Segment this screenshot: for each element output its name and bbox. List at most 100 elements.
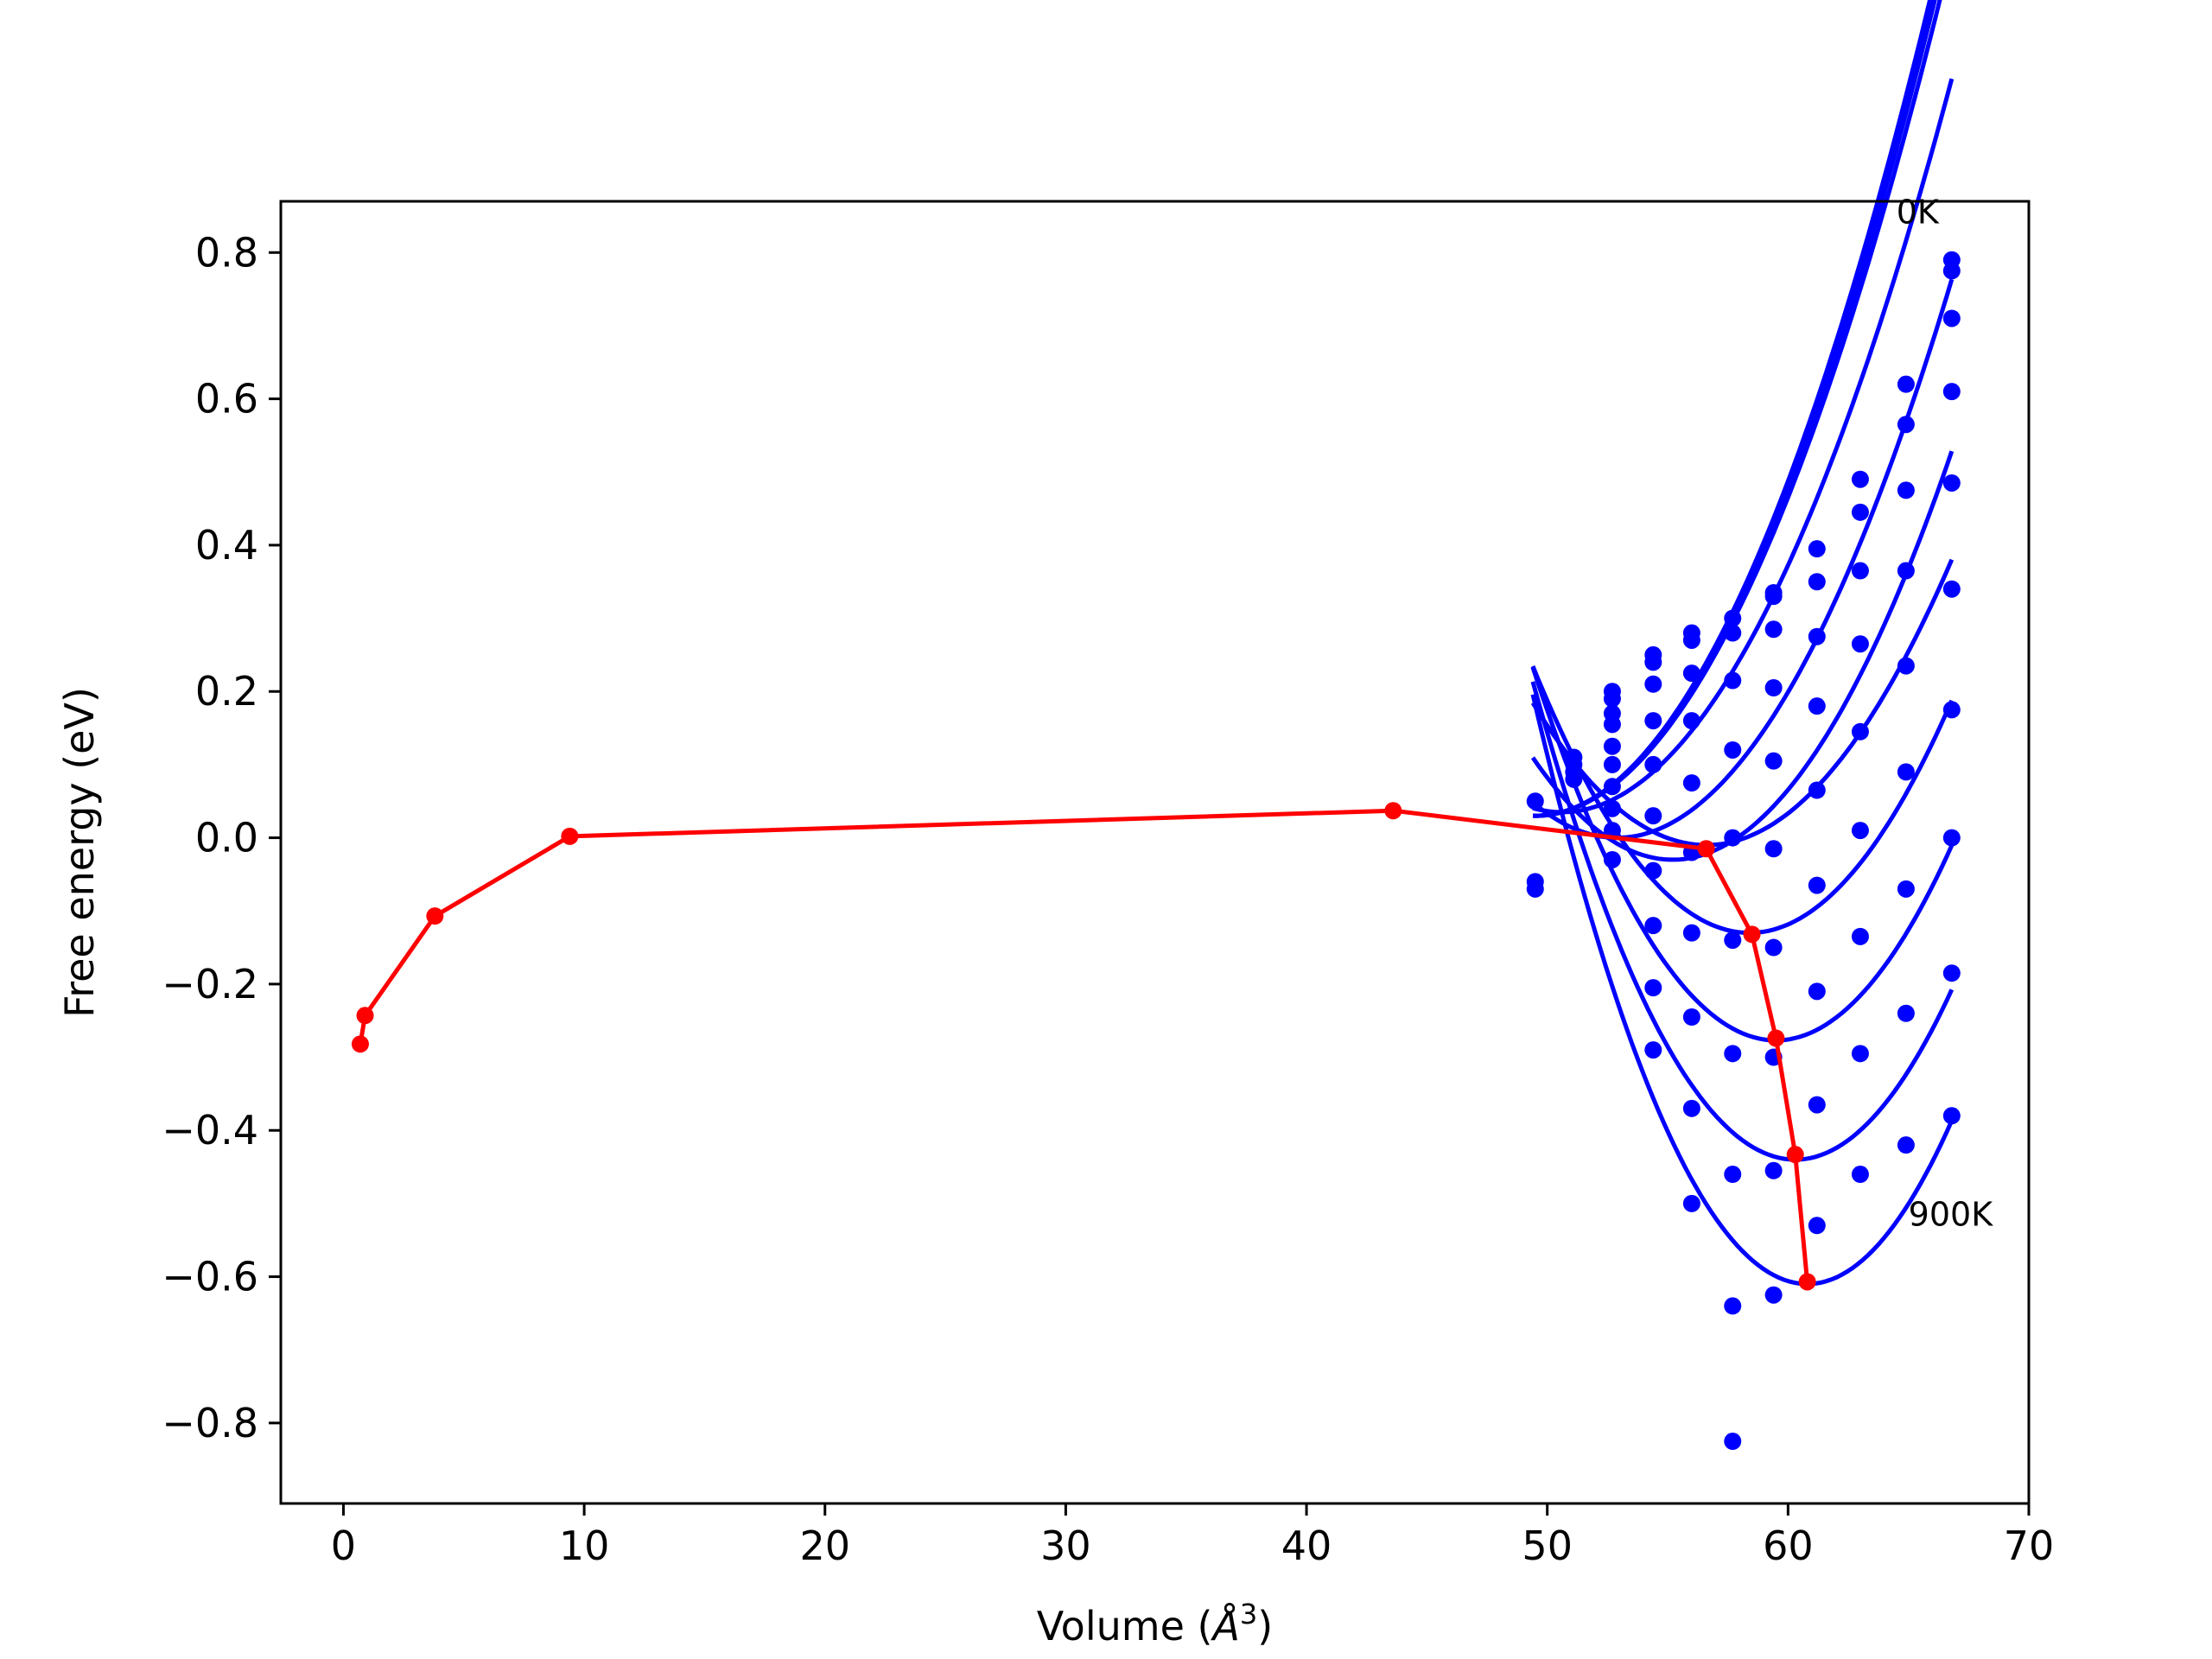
x-tick-label-2: 20 <box>799 1522 850 1569</box>
scatter-point-71 <box>1851 822 1869 840</box>
x-axis-title-exponent: 3 <box>1240 1598 1257 1630</box>
scatter-point-92 <box>1942 964 1961 982</box>
minimum-point-0 <box>351 1035 369 1053</box>
scatter-point-74 <box>1851 1166 1869 1184</box>
scatter-point-89 <box>1942 580 1961 598</box>
scatter-point-58 <box>1808 573 1826 591</box>
x-axis-title-close: ) <box>1257 1603 1273 1649</box>
minimum-path-group <box>351 802 1816 1291</box>
scatter-point-6 <box>1565 770 1583 788</box>
scatter-point-67 <box>1851 503 1869 521</box>
scatter-point-55 <box>1764 1161 1783 1179</box>
annotations-group: 0K 900K <box>1897 193 1993 1233</box>
x-tick-label-7: 70 <box>2004 1522 2055 1569</box>
scatter-point-10 <box>1603 715 1621 734</box>
minimum-point-1 <box>356 1007 374 1025</box>
y-tick-label-1: −0.6 <box>162 1254 258 1300</box>
scatter-point-79 <box>1897 657 1915 675</box>
scatter-point-26 <box>1644 1041 1662 1059</box>
scatter-point-63 <box>1808 982 1826 1001</box>
scatter-point-60 <box>1808 697 1826 715</box>
x-tick-label-5: 50 <box>1522 1522 1573 1569</box>
scatter-point-21 <box>1644 755 1662 773</box>
y-axis-title: Free energy (eV) <box>56 687 103 1018</box>
scatter-point-42 <box>1724 931 1742 950</box>
scatter-point-36 <box>1682 1194 1700 1212</box>
scatter-point-65 <box>1808 1217 1826 1235</box>
minimum-point-2 <box>426 907 444 925</box>
y-tick-label-7: 0.6 <box>195 376 258 423</box>
scatter-point-76 <box>1897 416 1915 434</box>
scatter-point-70 <box>1851 722 1869 741</box>
scatter-point-25 <box>1644 979 1662 997</box>
x-tick-label-1: 10 <box>559 1522 610 1569</box>
x-axis-title-text: Volume ( <box>1037 1603 1213 1649</box>
fit-curve-4 <box>1532 78 1955 815</box>
fit-curve-11 <box>1530 694 1955 1287</box>
scatter-points-group <box>1526 251 1961 1451</box>
minimum-point-4 <box>1384 802 1402 820</box>
scatter-point-77 <box>1897 481 1915 499</box>
x-tick-label-0: 0 <box>331 1522 356 1569</box>
fit-curve-7 <box>1530 558 1955 848</box>
x-axis-ticks: 0 10 20 30 40 50 60 70 <box>331 1503 2054 1569</box>
scatter-point-72 <box>1851 927 1869 945</box>
scatter-point-91 <box>1942 829 1961 847</box>
x-axis-title: Volume (Å3) <box>1037 1598 1273 1649</box>
y-tick-label-3: −0.2 <box>162 961 258 1007</box>
scatter-point-34 <box>1682 1007 1700 1026</box>
scatter-point-31 <box>1682 774 1700 792</box>
fit-curve-10 <box>1530 681 1955 1162</box>
scatter-point-38 <box>1724 624 1742 642</box>
scatter-point-29 <box>1682 664 1700 683</box>
scatter-point-23 <box>1644 861 1662 880</box>
scatter-point-2 <box>1526 880 1544 898</box>
fit-curve-9 <box>1530 666 1955 1043</box>
scatter-point-39 <box>1724 671 1742 690</box>
scatter-point-68 <box>1851 562 1869 580</box>
scatter-point-11 <box>1603 737 1621 755</box>
x-axis-title-symbol: Å <box>1210 1603 1239 1649</box>
scatter-point-41 <box>1724 829 1742 847</box>
scatter-point-69 <box>1851 635 1869 653</box>
scatter-point-44 <box>1724 1166 1742 1184</box>
scatter-point-14 <box>1603 799 1621 817</box>
scatter-point-80 <box>1897 763 1915 781</box>
minimum-point-6 <box>1743 925 1761 944</box>
scatter-point-85 <box>1942 262 1961 280</box>
scatter-point-35 <box>1682 1099 1700 1117</box>
minimum-point-7 <box>1767 1029 1785 1047</box>
scatter-point-8 <box>1603 690 1621 708</box>
scatter-point-83 <box>1897 1136 1915 1154</box>
scatter-point-87 <box>1942 383 1961 401</box>
scatter-point-28 <box>1682 631 1700 649</box>
scatter-point-66 <box>1851 470 1869 488</box>
scatter-point-62 <box>1808 876 1826 894</box>
y-tick-label-0: −0.8 <box>162 1400 258 1446</box>
scatter-point-93 <box>1942 1107 1961 1125</box>
scatter-point-88 <box>1942 474 1961 492</box>
y-axis-ticks: −0.8 −0.6 −0.4 −0.2 0.0 0.2 0.4 0.6 0.8 <box>162 229 281 1446</box>
scatter-point-59 <box>1808 627 1826 645</box>
scatter-point-43 <box>1724 1045 1742 1063</box>
scatter-point-22 <box>1644 807 1662 825</box>
y-tick-label-2: −0.4 <box>162 1107 258 1154</box>
y-tick-label-5: 0.2 <box>195 668 258 715</box>
scatter-point-75 <box>1897 375 1915 393</box>
y-tick-label-8: 0.8 <box>195 229 258 276</box>
scatter-point-40 <box>1724 741 1742 759</box>
scatter-point-0 <box>1526 792 1544 810</box>
scatter-point-86 <box>1942 309 1961 327</box>
minimum-point-5 <box>1697 840 1715 858</box>
scatter-point-16 <box>1603 850 1621 868</box>
scatter-point-48 <box>1764 588 1783 606</box>
annotation-0: 0K <box>1897 193 1940 231</box>
scatter-point-73 <box>1851 1045 1869 1063</box>
minimum-point-3 <box>561 827 579 845</box>
y-tick-label-6: 0.4 <box>195 522 258 569</box>
scatter-point-61 <box>1808 781 1826 799</box>
minimum-point-9 <box>1798 1273 1816 1291</box>
annotation-1: 900K <box>1909 1195 1994 1233</box>
scatter-point-64 <box>1808 1096 1826 1114</box>
